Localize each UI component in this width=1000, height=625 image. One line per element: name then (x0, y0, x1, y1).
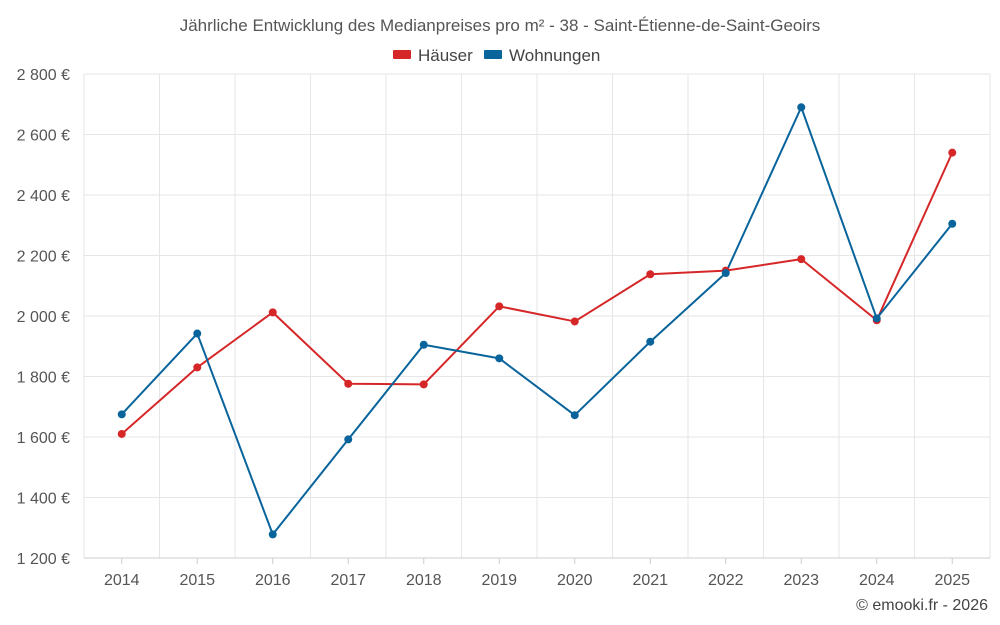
data-point-series-0[interactable] (948, 148, 957, 157)
y-tick-label: 1 200 € (17, 551, 70, 568)
data-point-series-0[interactable] (419, 380, 428, 389)
x-tick-label: 2024 (859, 572, 895, 589)
data-point-series-0[interactable] (570, 317, 579, 326)
data-point-series-0[interactable] (646, 270, 655, 279)
data-point-series-1[interactable] (948, 219, 957, 228)
legend-label-wohnungen: Wohnungen (509, 46, 600, 65)
data-point-series-0[interactable] (193, 363, 202, 372)
legend-swatch-haeuser (393, 50, 411, 59)
y-tick-label: 1 600 € (17, 430, 70, 447)
series-lines (120, 106, 954, 536)
x-tick-label: 2023 (783, 572, 819, 589)
legend-swatch-wohnungen (484, 50, 502, 59)
x-tick-label: 2022 (708, 572, 744, 589)
data-point-series-0[interactable] (495, 302, 504, 311)
credit-text: © emooki.fr - 2026 (856, 597, 988, 614)
y-tick-label: 2 800 € (17, 67, 70, 84)
data-point-series-1[interactable] (419, 340, 428, 349)
x-tick-label: 2019 (481, 572, 517, 589)
y-tick-label: 1 800 € (17, 370, 70, 387)
x-tick-label: 2018 (406, 572, 442, 589)
data-point-series-1[interactable] (117, 410, 126, 419)
data-point-series-1[interactable] (344, 435, 353, 444)
series-line-0 (120, 151, 954, 435)
data-point-series-1[interactable] (872, 314, 881, 323)
series-line-1 (120, 106, 954, 536)
chart-title: Jährliche Entwicklung des Medianpreises … (180, 16, 821, 35)
series-points (117, 103, 957, 539)
x-tick-label: 2014 (104, 572, 140, 589)
data-point-series-1[interactable] (495, 354, 504, 363)
y-tick-label: 2 200 € (17, 249, 70, 266)
data-point-series-1[interactable] (193, 329, 202, 338)
x-tick-label: 2021 (632, 572, 668, 589)
x-tick-label: 2015 (179, 572, 215, 589)
data-point-series-0[interactable] (268, 308, 277, 317)
x-tick-label: 2017 (330, 572, 366, 589)
data-point-series-1[interactable] (646, 337, 655, 346)
legend-item-haeuser[interactable]: Häuser (393, 46, 473, 65)
data-point-series-0[interactable] (797, 255, 806, 264)
y-tick-label: 1 400 € (17, 491, 70, 508)
data-point-series-1[interactable] (797, 103, 806, 112)
legend-label-haeuser: Häuser (418, 46, 473, 65)
data-point-series-0[interactable] (344, 379, 353, 388)
grid (83, 73, 991, 558)
x-tick-label: 2020 (557, 572, 593, 589)
y-axis: 1 200 € 1 400 € 1 600 € 1 800 € 2 000 € 2 200… (17, 67, 70, 568)
x-tick-label: 2016 (255, 572, 291, 589)
legend-item-wohnungen[interactable]: Wohnungen (484, 46, 600, 65)
x-axis: 2014 2015 2016 2017 2018 2019 2020 2021 2022 2023… (84, 557, 990, 589)
y-tick-label: 2 000 € (17, 309, 70, 326)
y-tick-label: 2 400 € (17, 188, 70, 205)
x-tick-label: 2025 (934, 572, 970, 589)
data-point-series-0[interactable] (117, 429, 126, 438)
data-point-series-1[interactable] (721, 269, 730, 278)
data-point-series-1[interactable] (570, 411, 579, 420)
legend: Häuser Wohnungen (393, 46, 600, 65)
y-tick-label: 2 600 € (17, 128, 70, 145)
data-point-series-1[interactable] (268, 530, 277, 539)
